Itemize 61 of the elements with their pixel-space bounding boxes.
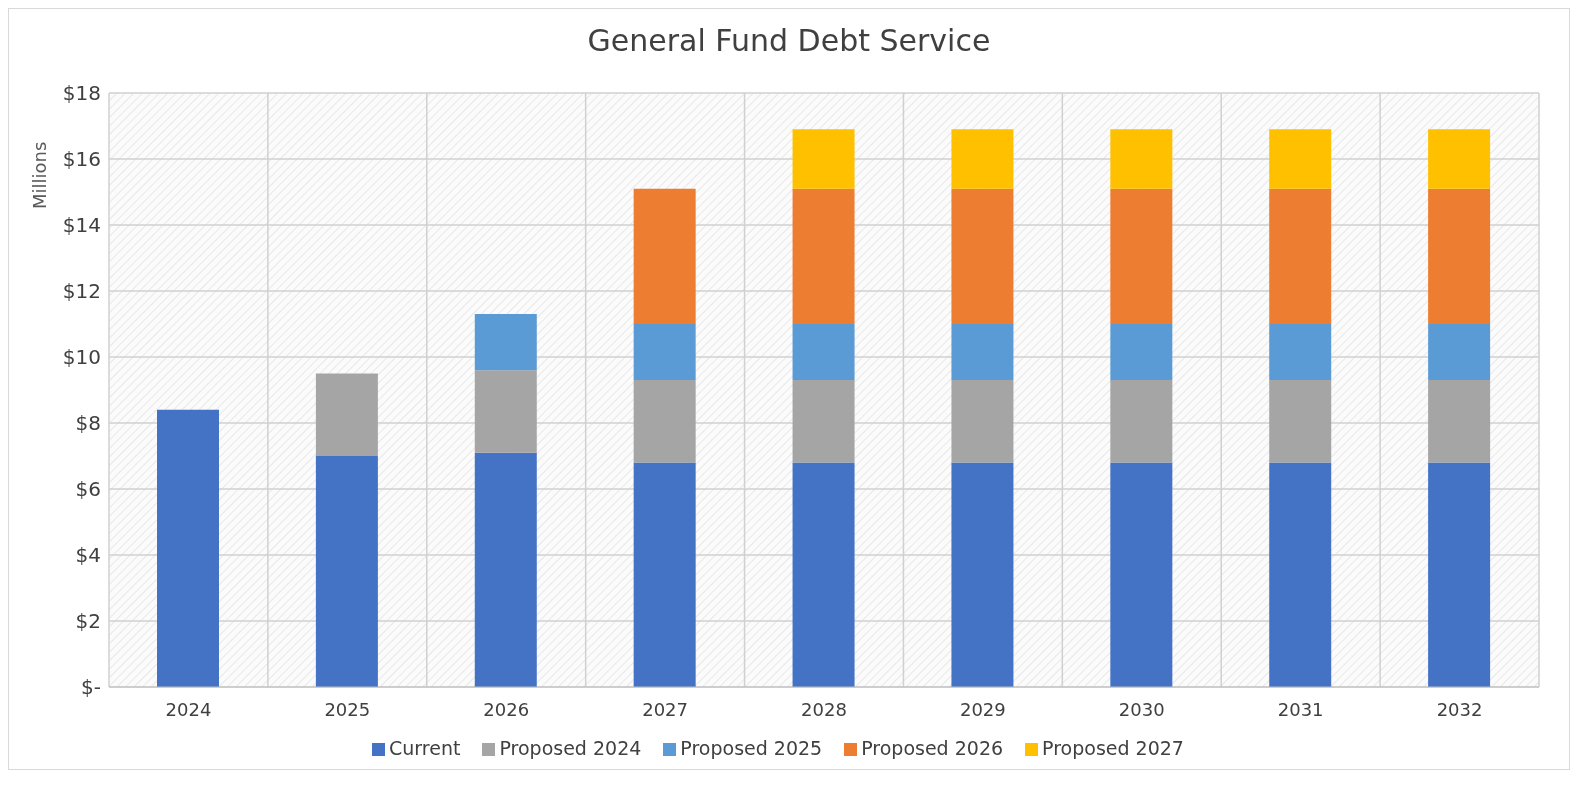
bar <box>1428 129 1491 189</box>
bar <box>951 188 1014 324</box>
y-tick-label: $12 <box>62 279 101 304</box>
bar <box>633 324 696 381</box>
y-tick-label: $6 <box>75 477 101 502</box>
legend-label: Current <box>389 737 461 759</box>
legend-label: Proposed 2027 <box>1042 737 1184 759</box>
bar <box>474 370 537 453</box>
bar <box>1269 324 1332 381</box>
x-tick-label: 2032 <box>1436 698 1483 720</box>
legend-label: Proposed 2026 <box>861 737 1004 759</box>
bar <box>1428 462 1491 687</box>
bar <box>633 380 696 463</box>
bar <box>951 324 1014 381</box>
legend-label: Proposed 2025 <box>680 737 823 759</box>
bar <box>315 456 378 687</box>
bar <box>792 129 855 189</box>
bar <box>951 129 1014 189</box>
bar <box>1428 324 1491 381</box>
bar <box>951 462 1014 687</box>
x-tick-label: 2031 <box>1277 698 1324 720</box>
bar <box>633 188 696 324</box>
x-tick-label: 2026 <box>483 698 530 720</box>
bar <box>474 452 537 687</box>
bar <box>1428 380 1491 463</box>
bar <box>315 373 378 456</box>
bar <box>157 409 219 687</box>
bar <box>633 462 696 687</box>
y-axis-title: Millions <box>29 141 50 209</box>
bar <box>792 188 855 324</box>
bar <box>1269 188 1332 324</box>
bar <box>1110 324 1173 381</box>
y-tick-label: $16 <box>62 147 101 172</box>
bar <box>1269 129 1332 189</box>
legend-label: Proposed 2024 <box>499 737 642 759</box>
bar <box>792 380 855 463</box>
x-tick-label: 2024 <box>165 698 212 720</box>
y-tick-label: $10 <box>62 345 101 370</box>
bar <box>792 324 855 381</box>
chart-title: General Fund Debt Service <box>586 22 992 60</box>
x-tick-label: 2025 <box>324 698 371 720</box>
bar <box>1428 188 1491 324</box>
bar <box>792 462 855 687</box>
x-tick-label: 2028 <box>801 698 847 720</box>
bar <box>1110 462 1173 687</box>
x-tick-label: 2030 <box>1118 698 1165 720</box>
y-tick-label: $- <box>81 675 101 700</box>
bar <box>1110 188 1173 324</box>
x-tick-label: 2029 <box>959 698 1006 720</box>
bar <box>474 314 537 371</box>
bar <box>951 380 1014 463</box>
bar <box>1269 462 1332 687</box>
bar <box>1269 380 1332 463</box>
y-tick-label: $4 <box>75 543 101 568</box>
y-tick-label: $2 <box>75 609 101 634</box>
y-tick-label: $18 <box>62 81 101 106</box>
bar <box>1110 129 1173 189</box>
bar <box>1110 380 1173 463</box>
x-tick-label: 2027 <box>642 698 689 720</box>
y-tick-label: $14 <box>62 213 101 238</box>
y-tick-label: $8 <box>75 411 101 436</box>
